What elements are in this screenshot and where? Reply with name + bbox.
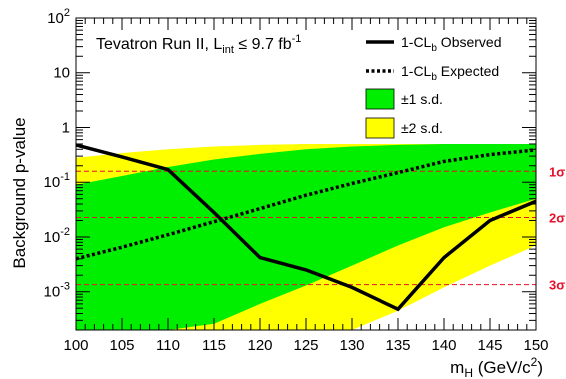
y-tick-label: 1 [62,119,70,136]
y-axis-title: Background p-value [10,117,29,268]
x-tick-label: 105 [109,337,134,354]
x-tick-label: 100 [63,337,88,354]
curves-group [75,143,537,312]
y-tick-label: 10-2 [44,226,70,246]
sigma-lines-group: 1σ 2σ 3σ [76,164,565,293]
x-axis-title: mH (GeV/c2) [450,355,543,379]
x-tick-label: 120 [247,337,272,354]
x-tick-label: 130 [339,337,364,354]
sigma-label-1: 1σ [549,164,565,179]
legend-band2-label: ±2 s.d. [401,120,443,136]
legend-band2-swatch [365,117,395,139]
legend-band1-swatch [365,88,395,110]
x-tick-label: 135 [385,337,410,354]
x-tick-label: 115 [202,337,226,354]
x-tick-label: 150 [523,337,548,354]
x-tick-label: 145 [477,337,502,354]
legend: 1-CLb Observed 1-CLb Expected ±1 s.d. ±2… [365,34,502,139]
y-tick-label: 102 [47,7,70,27]
sigma-label-3: 3σ [549,278,565,293]
legend-expected-label: 1-CLb Expected [401,63,499,83]
expected-line [75,148,537,261]
x-tick-label: 140 [431,337,456,354]
x-tick-label: 125 [293,337,318,354]
chart-title: Tevatron Run II, Lint ≤ 9.7 fb-1 [96,33,301,56]
y-tick-label: 10-3 [44,281,70,301]
legend-observed-label: 1-CLb Observed [401,34,502,54]
legend-band1-label: ±1 s.d. [401,91,443,107]
x-tick-label: 110 [156,337,180,354]
ticks-group [75,17,537,331]
y-tick-label: 10-1 [44,171,70,191]
sigma-label-2: 2σ [549,210,565,225]
observed-line [75,143,537,312]
y-tick-label: 10 [53,65,70,82]
tick-labels-group: 100 105 110 115 120 125 130 135 140 145 15010-310-… [44,7,549,354]
